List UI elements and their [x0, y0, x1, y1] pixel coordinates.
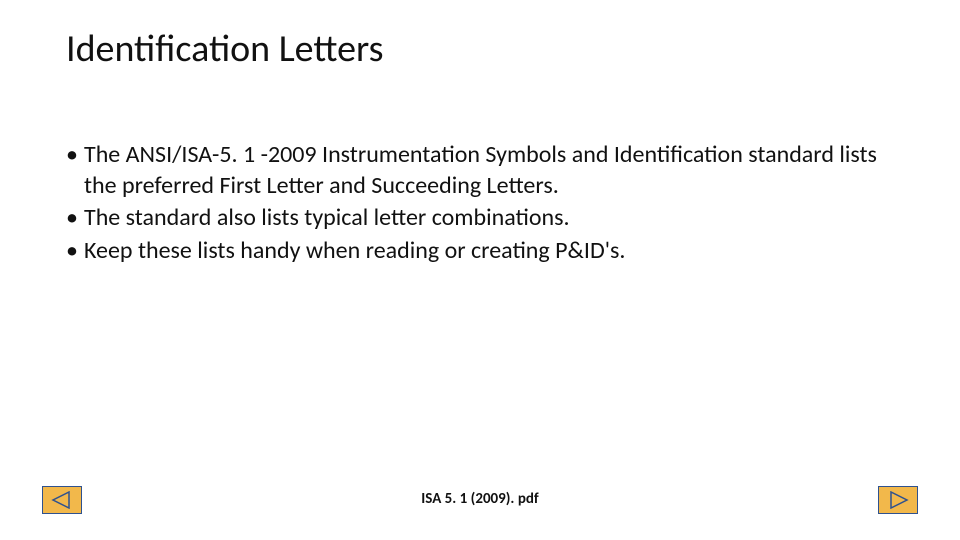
prev-button[interactable]: [42, 486, 82, 514]
bullet-item: The ANSI/ISA-5. 1 -2009 Instrumentation …: [66, 140, 900, 201]
bullet-item: Keep these lists handy when reading or c…: [66, 236, 900, 267]
next-button[interactable]: [878, 486, 918, 514]
slide-body: The ANSI/ISA-5. 1 -2009 Instrumentation …: [66, 140, 900, 269]
triangle-left-icon: [51, 491, 73, 509]
bullet-list: The ANSI/ISA-5. 1 -2009 Instrumentation …: [66, 140, 900, 267]
bullet-item: The standard also lists typical letter c…: [66, 203, 900, 234]
triangle-right-icon: [887, 491, 909, 509]
slide: Identification Letters The ANSI/ISA-5. 1…: [0, 0, 960, 540]
slide-title: Identification Letters: [66, 26, 383, 72]
footer-pdf-link[interactable]: ISA 5. 1 (2009). pdf: [0, 490, 960, 508]
